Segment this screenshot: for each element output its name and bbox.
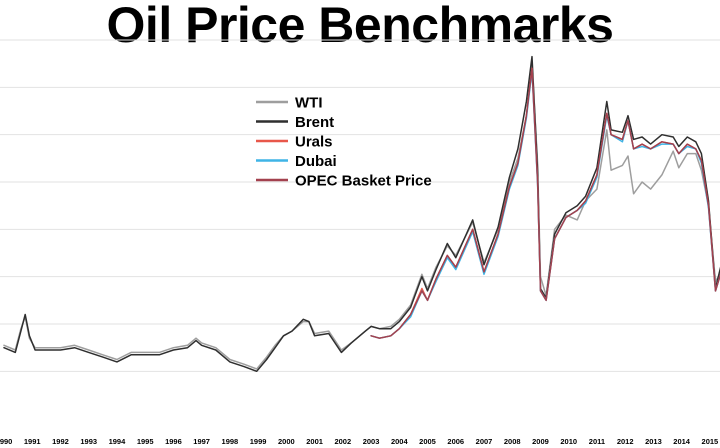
x-tick-label: 2004 [391,437,409,446]
x-tick-label: 2001 [306,437,323,446]
x-tick-label: 2012 [617,437,634,446]
legend-label: Dubai [295,153,337,170]
x-tick-label: 2002 [334,437,351,446]
x-tick-label: 1995 [137,437,154,446]
chart-title: Oil Price Benchmarks [106,0,614,53]
x-tick-label: 1993 [80,437,97,446]
legend-label: Brent [295,114,334,131]
x-tick-label: 2010 [560,437,577,446]
x-tick-label: 2003 [363,437,380,446]
legend-label: WTI [295,95,323,112]
x-tick-label: 2006 [447,437,464,446]
x-tick-label: 2005 [419,437,436,446]
series-lines [3,55,720,373]
legend-label: OPEC Basket Price [295,173,432,190]
legend: WTI Brent Urals Dubai OPEC Basket Price [256,95,432,190]
legend-label: Urals [295,134,333,151]
series-line-opec-basket-price [370,67,720,339]
x-tick-label: 1991 [24,437,41,446]
x-tick-label: 2000 [278,437,295,446]
x-tick-label: 2014 [673,437,691,446]
series-line-brent [3,55,720,373]
x-tick-label: 1990 [0,437,12,446]
x-tick-label: 2011 [589,437,605,446]
gridlines [0,39,720,372]
x-tick-label: 2013 [645,437,662,446]
x-tick-label: 1999 [250,437,267,446]
x-tick-label: 1994 [109,437,127,446]
x-tick-label: 2008 [504,437,521,446]
x-tick-label: 2007 [476,437,493,446]
x-tick-label: 1996 [165,437,182,446]
x-tick-label: 1992 [52,437,69,446]
x-axis-ticks: 1990 1991 1992 1993 1994 1995 1996 1997 1998 1999… [0,437,718,446]
x-tick-label: 1997 [193,437,210,446]
x-tick-label: 2015 [702,437,719,446]
x-tick-label: 1998 [222,437,239,446]
x-tick-label: 2009 [532,437,549,446]
series-line-wti [3,62,720,370]
